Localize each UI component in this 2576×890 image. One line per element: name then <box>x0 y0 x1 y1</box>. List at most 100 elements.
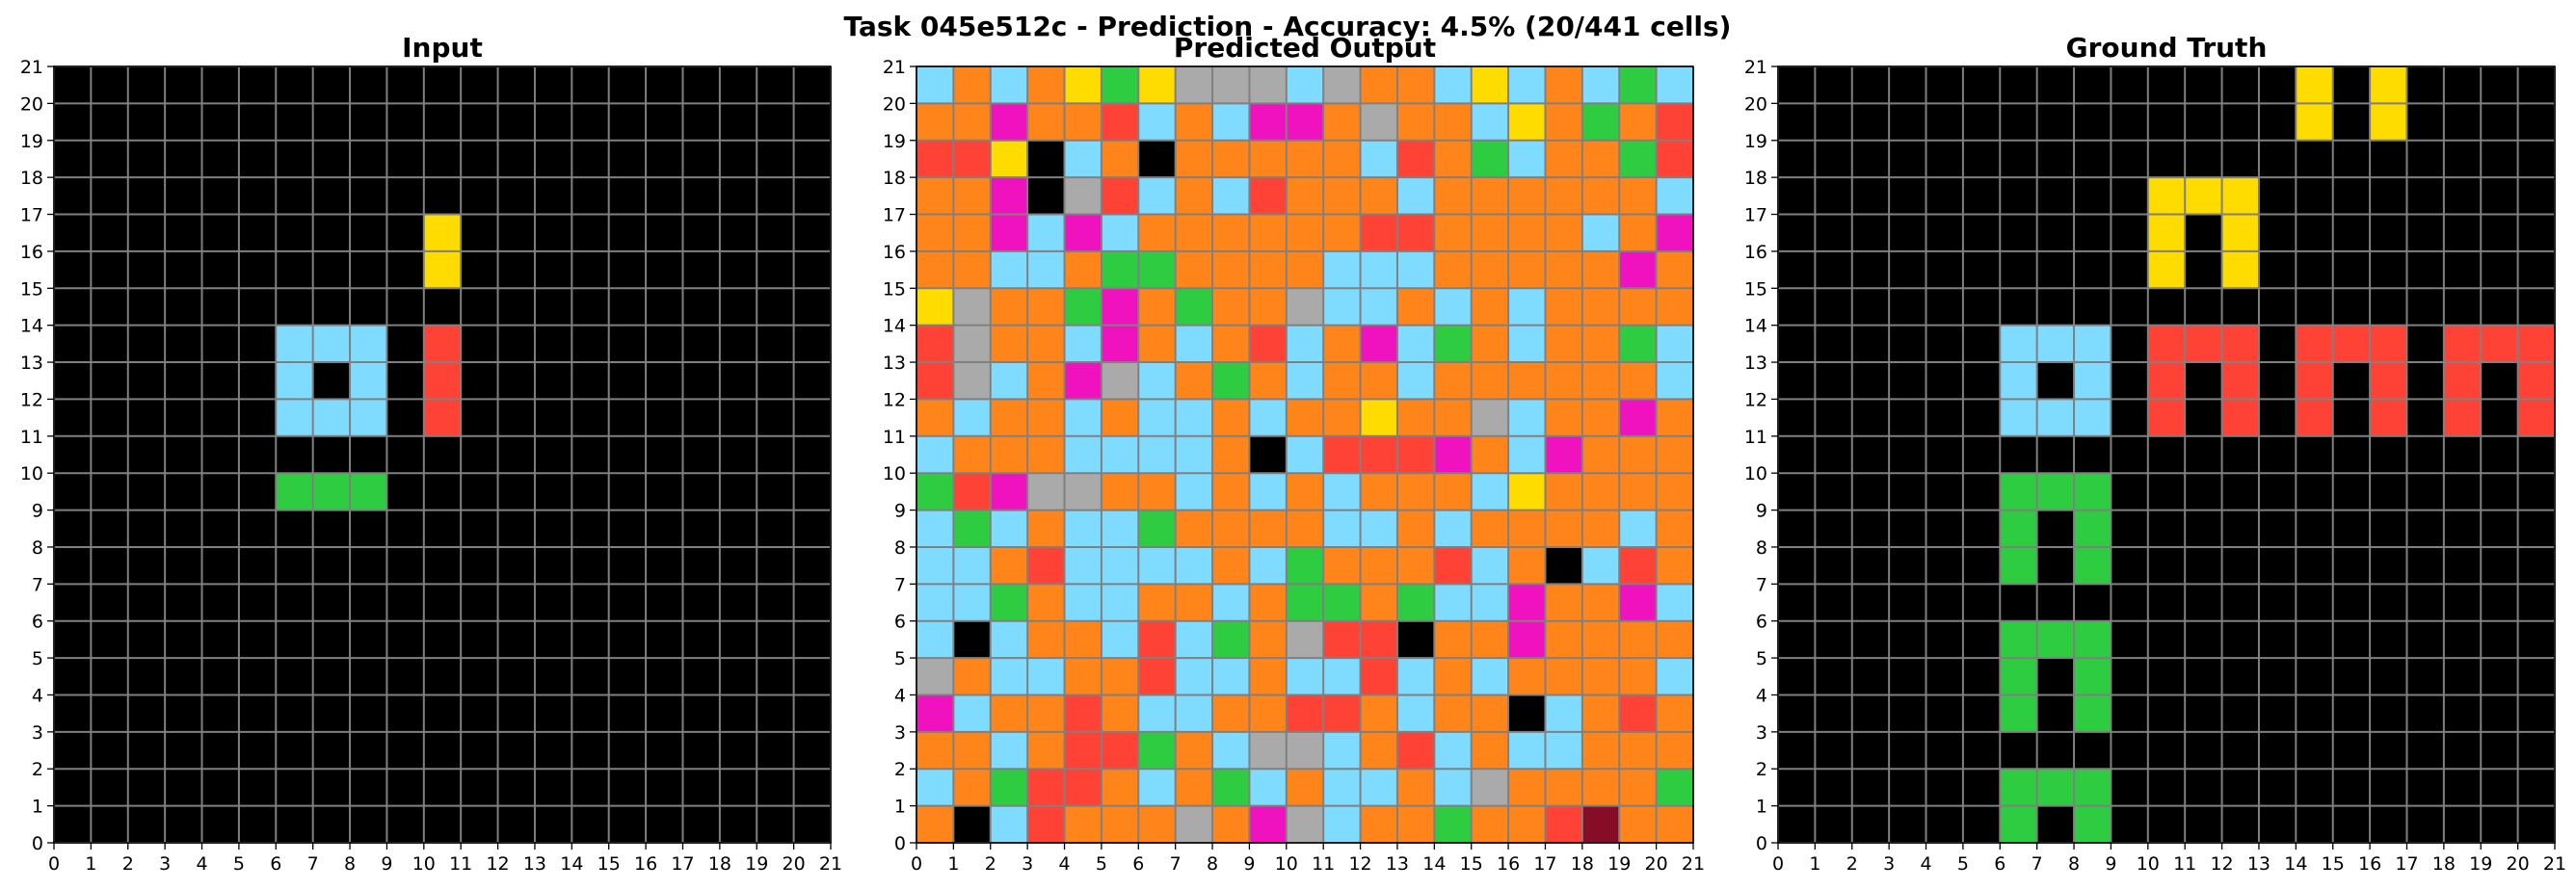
grid-cell <box>1027 66 1065 104</box>
grid-cell <box>1471 177 1509 215</box>
grid-cell <box>2443 177 2482 215</box>
x-tick-label: 15 <box>2322 853 2345 875</box>
x-tick-label: 14 <box>560 853 583 875</box>
grid-cell <box>2000 250 2038 289</box>
grid-cell <box>1889 250 1926 289</box>
grid-cell <box>1175 546 1213 585</box>
grid-cell <box>386 214 425 252</box>
grid-cell <box>2332 103 2371 142</box>
grid-cell <box>793 731 832 770</box>
grid-cell <box>2185 214 2222 252</box>
grid-cell <box>423 473 462 510</box>
grid-cell <box>757 250 795 289</box>
grid-cell <box>1212 177 1250 215</box>
grid-cell <box>2443 140 2482 178</box>
grid-cell <box>201 214 240 252</box>
grid-cell <box>127 435 166 474</box>
grid-cell <box>1815 620 1853 659</box>
grid-cell <box>127 510 166 548</box>
grid-cell <box>1471 473 1509 510</box>
grid-cell <box>2517 103 2556 142</box>
grid-cell <box>1471 288 1509 327</box>
grid-cell <box>2406 140 2445 178</box>
y-tick-label: 2 <box>32 759 43 780</box>
grid-cell <box>1101 769 1139 807</box>
x-tick-label: 18 <box>2432 853 2456 875</box>
grid-cell <box>54 214 92 252</box>
grid-cell <box>1925 103 1964 142</box>
grid-cell <box>1360 362 1398 400</box>
grid-cell <box>682 214 721 252</box>
x-tick-label: 7 <box>1170 853 1182 875</box>
grid-cell <box>1508 805 1546 844</box>
y-tick-label: 13 <box>883 353 906 374</box>
grid-cell <box>534 66 572 104</box>
grid-cell <box>1212 288 1250 327</box>
grid-cell <box>793 214 832 252</box>
grid-cell <box>127 546 166 585</box>
grid-cell <box>2296 805 2334 844</box>
grid-cell <box>793 103 832 142</box>
grid-cell <box>2406 288 2445 327</box>
grid-cell <box>682 584 721 622</box>
x-tick-label: 10 <box>2137 853 2160 875</box>
grid-cell <box>1101 140 1139 178</box>
grid-cell <box>165 805 202 844</box>
grid-cell <box>990 177 1028 215</box>
grid-cell <box>534 694 572 733</box>
grid-cell <box>1778 769 1816 807</box>
grid-cell <box>238 177 277 215</box>
grid-cell <box>2332 66 2371 104</box>
grid-cell <box>1471 694 1509 733</box>
grid-cell <box>2370 250 2407 289</box>
grid-cell <box>276 435 314 474</box>
grid-cell <box>423 399 462 437</box>
grid-cell <box>2185 288 2222 327</box>
grid-cell <box>1545 546 1583 585</box>
grid-cell <box>571 250 610 289</box>
grid-cell <box>2443 325 2482 363</box>
grid-cell <box>386 66 425 104</box>
grid-cell <box>1508 103 1546 142</box>
grid-cell <box>1249 103 1288 142</box>
x-tick-label: 6 <box>1132 853 1144 875</box>
grid-cell <box>1508 769 1546 807</box>
grid-cell <box>1027 399 1065 437</box>
grid-cell <box>2147 769 2186 807</box>
grid-cell <box>1815 362 1853 400</box>
grid-cell <box>2296 694 2334 733</box>
grid-cell <box>1619 250 1658 289</box>
grid-cell <box>201 510 240 548</box>
grid-cell <box>682 288 721 327</box>
grid-cell <box>1962 620 2001 659</box>
grid-cell <box>1851 694 1890 733</box>
grid-cell <box>1962 140 2001 178</box>
grid-cell <box>386 546 425 585</box>
grid-cell <box>1249 288 1288 327</box>
grid-cell <box>1471 103 1509 142</box>
grid-cell <box>1962 66 2001 104</box>
grid-cell <box>276 288 314 327</box>
grid-cell <box>1778 694 1816 733</box>
grid-cell <box>350 658 387 695</box>
grid-cell <box>646 103 683 142</box>
y-tick-label: 5 <box>894 648 906 669</box>
grid-cell <box>2036 362 2075 400</box>
grid-cell <box>2443 620 2482 659</box>
grid-cell <box>2481 288 2519 327</box>
x-tick-label: 21 <box>819 853 842 875</box>
grid-cell <box>2296 66 2334 104</box>
grid-cell <box>2370 620 2407 659</box>
grid-cell <box>646 362 683 400</box>
grid-cell <box>1175 473 1213 510</box>
x-tick-label: 3 <box>1022 853 1033 875</box>
grid-cell <box>990 510 1028 548</box>
grid-cell <box>1101 103 1139 142</box>
y-tick-label: 9 <box>894 501 906 522</box>
grid-cell <box>2000 658 2038 695</box>
grid-cell <box>2111 177 2149 215</box>
grid-cell <box>953 769 992 807</box>
grid-cell <box>1360 214 1398 252</box>
grid-cell <box>2185 694 2222 733</box>
grid-cell <box>1396 103 1435 142</box>
